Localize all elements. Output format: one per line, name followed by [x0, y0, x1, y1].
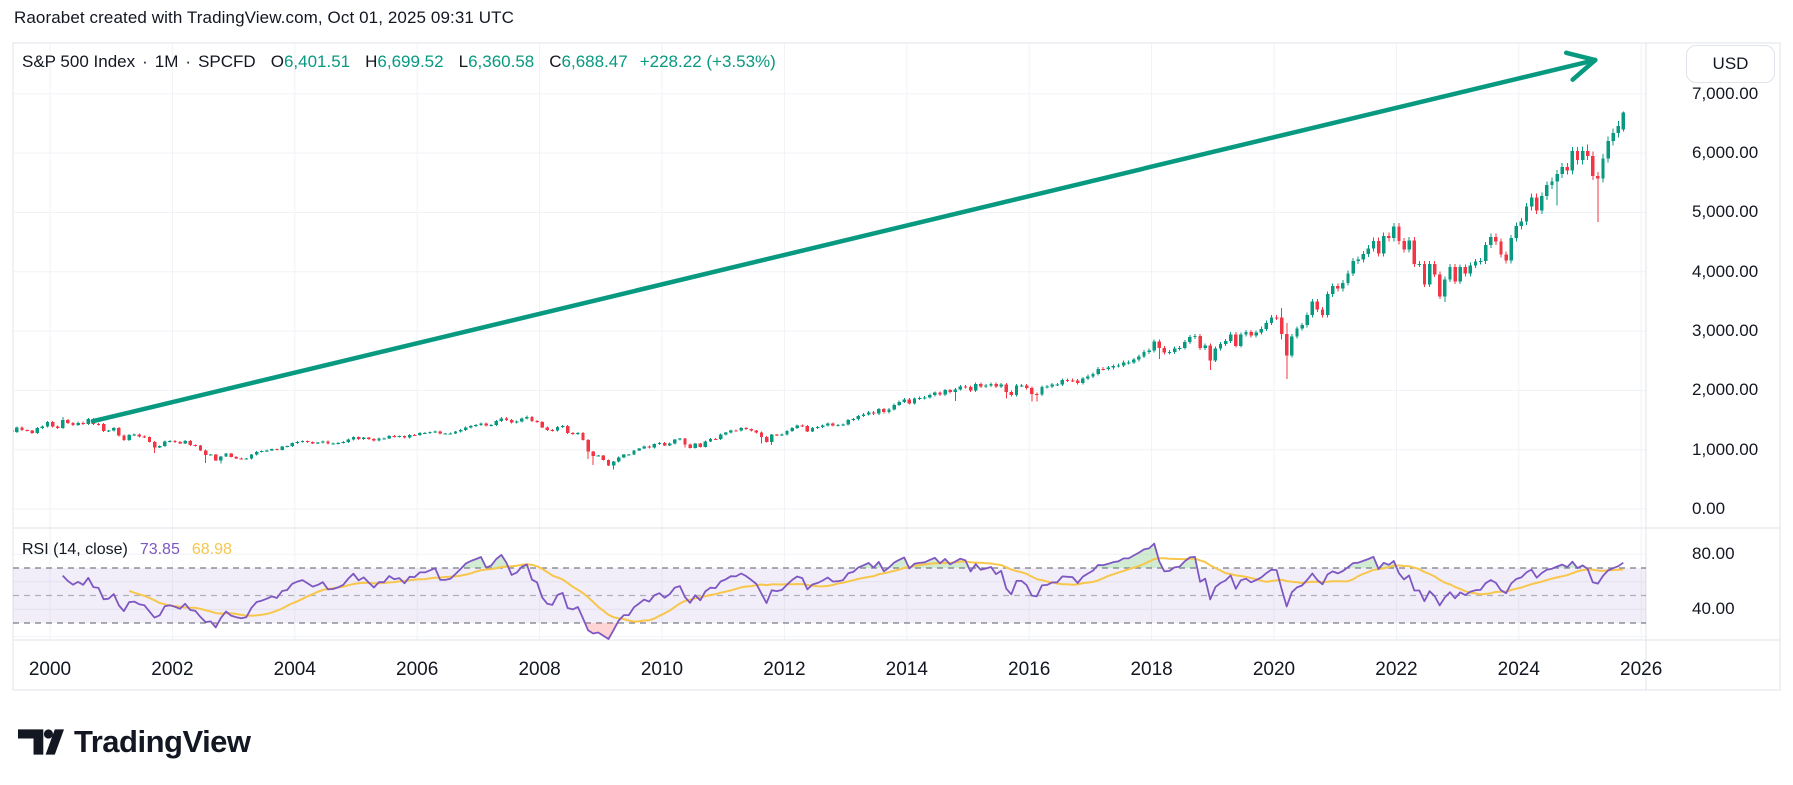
ohlc-close: C6,688.47 — [549, 52, 628, 71]
time-axis-label: 2024 — [1497, 659, 1540, 680]
time-axis-label: 2014 — [885, 659, 928, 680]
tradingview-wordmark: TradingView — [74, 724, 251, 759]
time-axis-label: 2002 — [151, 659, 194, 680]
time-axis-label: 2022 — [1375, 659, 1418, 680]
ohlc-open: O6,401.51 — [270, 52, 351, 71]
ohlc-high: H6,699.52 — [365, 52, 444, 71]
price-axis-label: 0.00 — [1692, 499, 1726, 518]
price-axis-label: 3,000.00 — [1692, 321, 1759, 341]
rsi-axis-label: 40.00 — [1692, 599, 1735, 619]
price-axis-label: 5,000.00 — [1692, 202, 1759, 222]
time-axis-label: 2016 — [1008, 659, 1051, 680]
price-axis-label: 6,000.00 — [1692, 143, 1759, 163]
time-axis-label: 2018 — [1130, 659, 1173, 680]
price-axis-label: 2,000.00 — [1692, 380, 1759, 400]
rsi-ma-value: 68.98 — [191, 541, 232, 558]
legend-separator: · — [142, 52, 148, 71]
price-scale[interactable] — [1647, 43, 1793, 690]
symbol-legend: S&P 500 Index · 1M · SPCFD O6,401.51 H6,… — [22, 52, 776, 72]
interval-label[interactable]: 1M — [154, 52, 179, 71]
chart-canvas[interactable] — [0, 0, 1793, 700]
price-axis-label: 1,000.00 — [1692, 439, 1759, 459]
time-axis-label: 2020 — [1252, 659, 1296, 680]
time-axis-label: 2008 — [518, 659, 561, 680]
currency-toggle-button[interactable]: USD — [1686, 45, 1775, 83]
rsi-legend: RSI (14, close) 73.85 68.98 — [22, 541, 232, 559]
attribution-header: Raorabet created with TradingView.com, O… — [14, 8, 514, 27]
time-axis-label: 2004 — [273, 659, 316, 680]
bar-change: +228.22 (+3.53%) — [639, 52, 776, 71]
time-axis-label: 2012 — [763, 659, 806, 680]
tradingview-logo[interactable]: TradingView — [18, 724, 251, 760]
tradingview-logo-icon — [18, 729, 64, 755]
price-axis-label: 4,000.00 — [1692, 261, 1759, 281]
currency-label: USD — [1712, 54, 1749, 73]
rsi-title[interactable]: RSI (14, close) — [22, 541, 128, 558]
exchange-label: SPCFD — [198, 52, 256, 71]
time-axis-label: 2026 — [1620, 659, 1663, 680]
rsi-value: 73.85 — [139, 541, 180, 558]
time-axis-label: 2006 — [396, 659, 439, 680]
time-axis-label: 2010 — [640, 659, 684, 680]
price-axis-label: 7,000.00 — [1692, 83, 1759, 103]
rsi-axis-label: 80.00 — [1692, 544, 1735, 564]
symbol-title[interactable]: S&P 500 Index — [22, 52, 136, 71]
ohlc-low: L6,360.58 — [458, 52, 535, 71]
legend-separator: · — [185, 52, 192, 71]
time-axis-label: 2000 — [28, 659, 72, 680]
